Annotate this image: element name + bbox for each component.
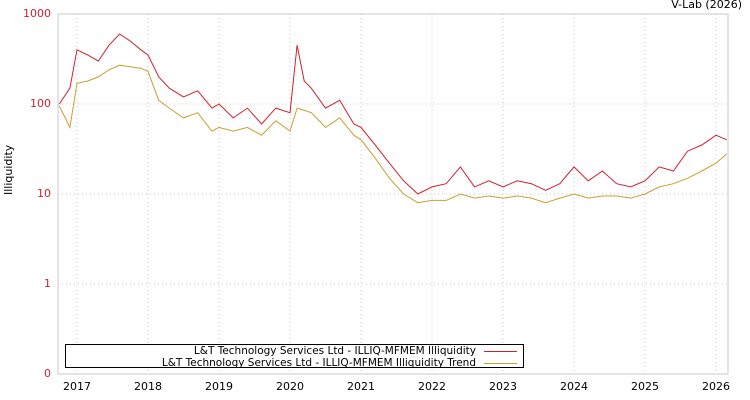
illiquidity-line bbox=[58, 33, 727, 195]
x-tick-2022: 2022 bbox=[418, 380, 446, 393]
x-tick-2017: 2017 bbox=[63, 380, 91, 393]
legend: L&T Technology Services Ltd - ILLIQ-MFME… bbox=[65, 344, 524, 369]
x-tick-2018: 2018 bbox=[134, 380, 162, 393]
legend-item-illiquidity-trend: L&T Technology Services Ltd - ILLIQ-MFME… bbox=[162, 357, 517, 369]
legend-swatch-red-line-icon bbox=[484, 350, 517, 352]
y-axis-label: Illiquidity bbox=[2, 144, 15, 195]
legend-swatch-gold-line-icon bbox=[484, 362, 517, 364]
x-tick-2024: 2024 bbox=[560, 380, 588, 393]
x-tick-2021: 2021 bbox=[347, 380, 375, 393]
x-tick-2023: 2023 bbox=[489, 380, 517, 393]
y-tick-0: 0 bbox=[44, 367, 51, 380]
x-tick-2026: 2026 bbox=[702, 380, 730, 393]
x-tick-2019: 2019 bbox=[205, 380, 233, 393]
x-tick-2020: 2020 bbox=[276, 380, 304, 393]
plot-border bbox=[57, 13, 729, 375]
y-tick-1000: 1000 bbox=[23, 7, 51, 20]
illiquidity-trend-line bbox=[58, 64, 728, 204]
grid-lines bbox=[58, 14, 728, 374]
legend-label: L&T Technology Services Ltd - ILLIQ-MFME… bbox=[193, 345, 476, 357]
y-tick-100: 100 bbox=[30, 97, 51, 110]
legend-label: L&T Technology Services Ltd - ILLIQ-MFME… bbox=[161, 357, 476, 369]
x-tick-2025: 2025 bbox=[631, 380, 659, 393]
series-lines bbox=[58, 33, 728, 204]
legend-item-illiquidity: L&T Technology Services Ltd - ILLIQ-MFME… bbox=[194, 345, 517, 357]
y-tick-10: 10 bbox=[37, 187, 51, 200]
credit-label: V-Lab (2026) bbox=[671, 0, 742, 11]
y-tick-1: 1 bbox=[44, 277, 51, 290]
